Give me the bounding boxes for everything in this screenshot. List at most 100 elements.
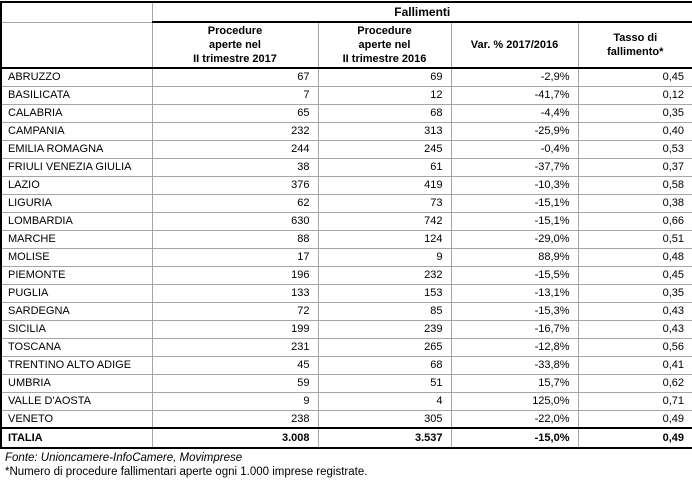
fallimenti-table: Fallimenti Procedure aperte nel II trime… [0,1,692,449]
total-region-cell: ITALIA [0,427,153,449]
var-cell: -0,4% [450,139,579,159]
open-2016-cell: 305 [317,409,452,429]
region-cell: PIEMONTE [0,265,153,285]
region-cell: BASILICATA [0,85,153,105]
region-cell: CALABRIA [0,103,153,123]
corner-empty-cell-2 [0,21,153,69]
open-2016-cell: 239 [317,319,452,339]
open-2017-cell: 133 [151,283,319,303]
rate-cell: 0,43 [577,301,692,321]
table-row: FRIULI VENEZIA GIULIA 38 61 -37,7% 0,37 [0,157,692,177]
region-cell: SARDEGNA [0,301,153,321]
open-2017-cell: 45 [151,355,319,375]
var-cell: -2,9% [450,67,579,87]
source-line: Fonte: Unioncamere-InfoCamere, Movimpres… [5,452,243,464]
table-total: ITALIA 3.008 3.537 -15,0% 0,49 [0,427,692,449]
corner-empty-cell [0,1,153,23]
region-cell: SICILIA [0,319,153,339]
rate-cell: 0,49 [577,409,692,429]
open-2016-cell: 73 [317,193,452,213]
table-row: VENETO 238 305 -22,0% 0,49 [0,409,692,429]
open-2017-cell: 199 [151,319,319,339]
var-cell: 15,7% [450,373,579,393]
rate-cell: 0,53 [577,139,692,159]
region-cell: MOLISE [0,247,153,267]
open-2016-cell: 61 [317,157,452,177]
column-header-rate: Tasso di fallimento* [577,21,692,69]
table-row: EMILIA ROMAGNA 244 245 -0,4% 0,53 [0,139,692,159]
total-var-cell: -15,0% [450,427,579,449]
total-open-2016-cell: 3.537 [317,427,452,449]
open-2017-cell: 88 [151,229,319,249]
table-row: TOSCANA 231 265 -12,8% 0,56 [0,337,692,357]
rate-cell: 0,37 [577,157,692,177]
rate-cell: 0,40 [577,121,692,141]
open-2016-cell: 419 [317,175,452,195]
table-row: CAMPANIA 232 313 -25,9% 0,40 [0,121,692,141]
var-cell: -15,1% [450,211,579,231]
table-row: MARCHE 88 124 -29,0% 0,51 [0,229,692,249]
table-row: TRENTINO ALTO ADIGE 45 68 -33,8% 0,41 [0,355,692,375]
open-2017-cell: 630 [151,211,319,231]
open-2016-cell: 742 [317,211,452,231]
table-row: MOLISE 17 9 88,9% 0,48 [0,247,692,267]
open-2016-cell: 232 [317,265,452,285]
rate-cell: 0,45 [577,67,692,87]
rate-cell: 0,12 [577,85,692,105]
var-cell: -25,9% [450,121,579,141]
rate-cell: 0,35 [577,103,692,123]
table-row: ABRUZZO 67 69 -2,9% 0,45 [0,67,692,87]
region-cell: FRIULI VENEZIA GIULIA [0,157,153,177]
region-cell: LAZIO [0,175,153,195]
var-cell: -15,1% [450,193,579,213]
region-cell: VALLE D'AOSTA [0,391,153,411]
region-cell: VENETO [0,409,153,429]
var-cell: -22,0% [450,409,579,429]
rate-cell: 0,41 [577,355,692,375]
var-cell: -12,8% [450,337,579,357]
total-open-2017-cell: 3.008 [151,427,319,449]
open-2016-cell: 69 [317,67,452,87]
rate-cell: 0,66 [577,211,692,231]
var-cell: -13,1% [450,283,579,303]
rate-cell: 0,43 [577,319,692,339]
rate-cell: 0,56 [577,337,692,357]
total-row: ITALIA 3.008 3.537 -15,0% 0,49 [0,427,692,449]
rate-cell: 0,35 [577,283,692,303]
table-row: UMBRIA 59 51 15,7% 0,62 [0,373,692,393]
open-2016-cell: 265 [317,337,452,357]
table-row: LOMBARDIA 630 742 -15,1% 0,66 [0,211,692,231]
column-header-open-2016: Procedure aperte nel II trimestre 2016 [317,21,452,69]
table-row: LAZIO 376 419 -10,3% 0,58 [0,175,692,195]
region-cell: PUGLIA [0,283,153,303]
rate-cell: 0,62 [577,373,692,393]
rate-cell: 0,71 [577,391,692,411]
table-footer: Fonte: Unioncamere-InfoCamere, Movimpres… [0,449,692,478]
open-2016-cell: 68 [317,103,452,123]
region-cell: LIGURIA [0,193,153,213]
open-2016-cell: 245 [317,139,452,159]
open-2017-cell: 231 [151,337,319,357]
open-2017-cell: 62 [151,193,319,213]
var-cell: -16,7% [450,319,579,339]
region-cell: ABRUZZO [0,67,153,87]
column-header-open-2017: Procedure aperte nel II trimestre 2017 [151,21,319,69]
total-rate-cell: 0,49 [577,427,692,449]
region-cell: LOMBARDIA [0,211,153,231]
table-row: PUGLIA 133 153 -13,1% 0,35 [0,283,692,303]
var-cell: -41,7% [450,85,579,105]
open-2017-cell: 244 [151,139,319,159]
var-cell: -15,5% [450,265,579,285]
var-cell: -33,8% [450,355,579,375]
group-header-title: Fallimenti [151,1,692,23]
table-row: SARDEGNA 72 85 -15,3% 0,43 [0,301,692,321]
region-cell: TOSCANA [0,337,153,357]
rate-cell: 0,38 [577,193,692,213]
open-2017-cell: 9 [151,391,319,411]
table-row: BASILICATA 7 12 -41,7% 0,12 [0,85,692,105]
table-row: LIGURIA 62 73 -15,1% 0,38 [0,193,692,213]
table-body: ABRUZZO 67 69 -2,9% 0,45 BASILICATA 7 12 -41,7% 0… [0,67,692,429]
open-2016-cell: 12 [317,85,452,105]
region-cell: EMILIA ROMAGNA [0,139,153,159]
open-2017-cell: 232 [151,121,319,141]
